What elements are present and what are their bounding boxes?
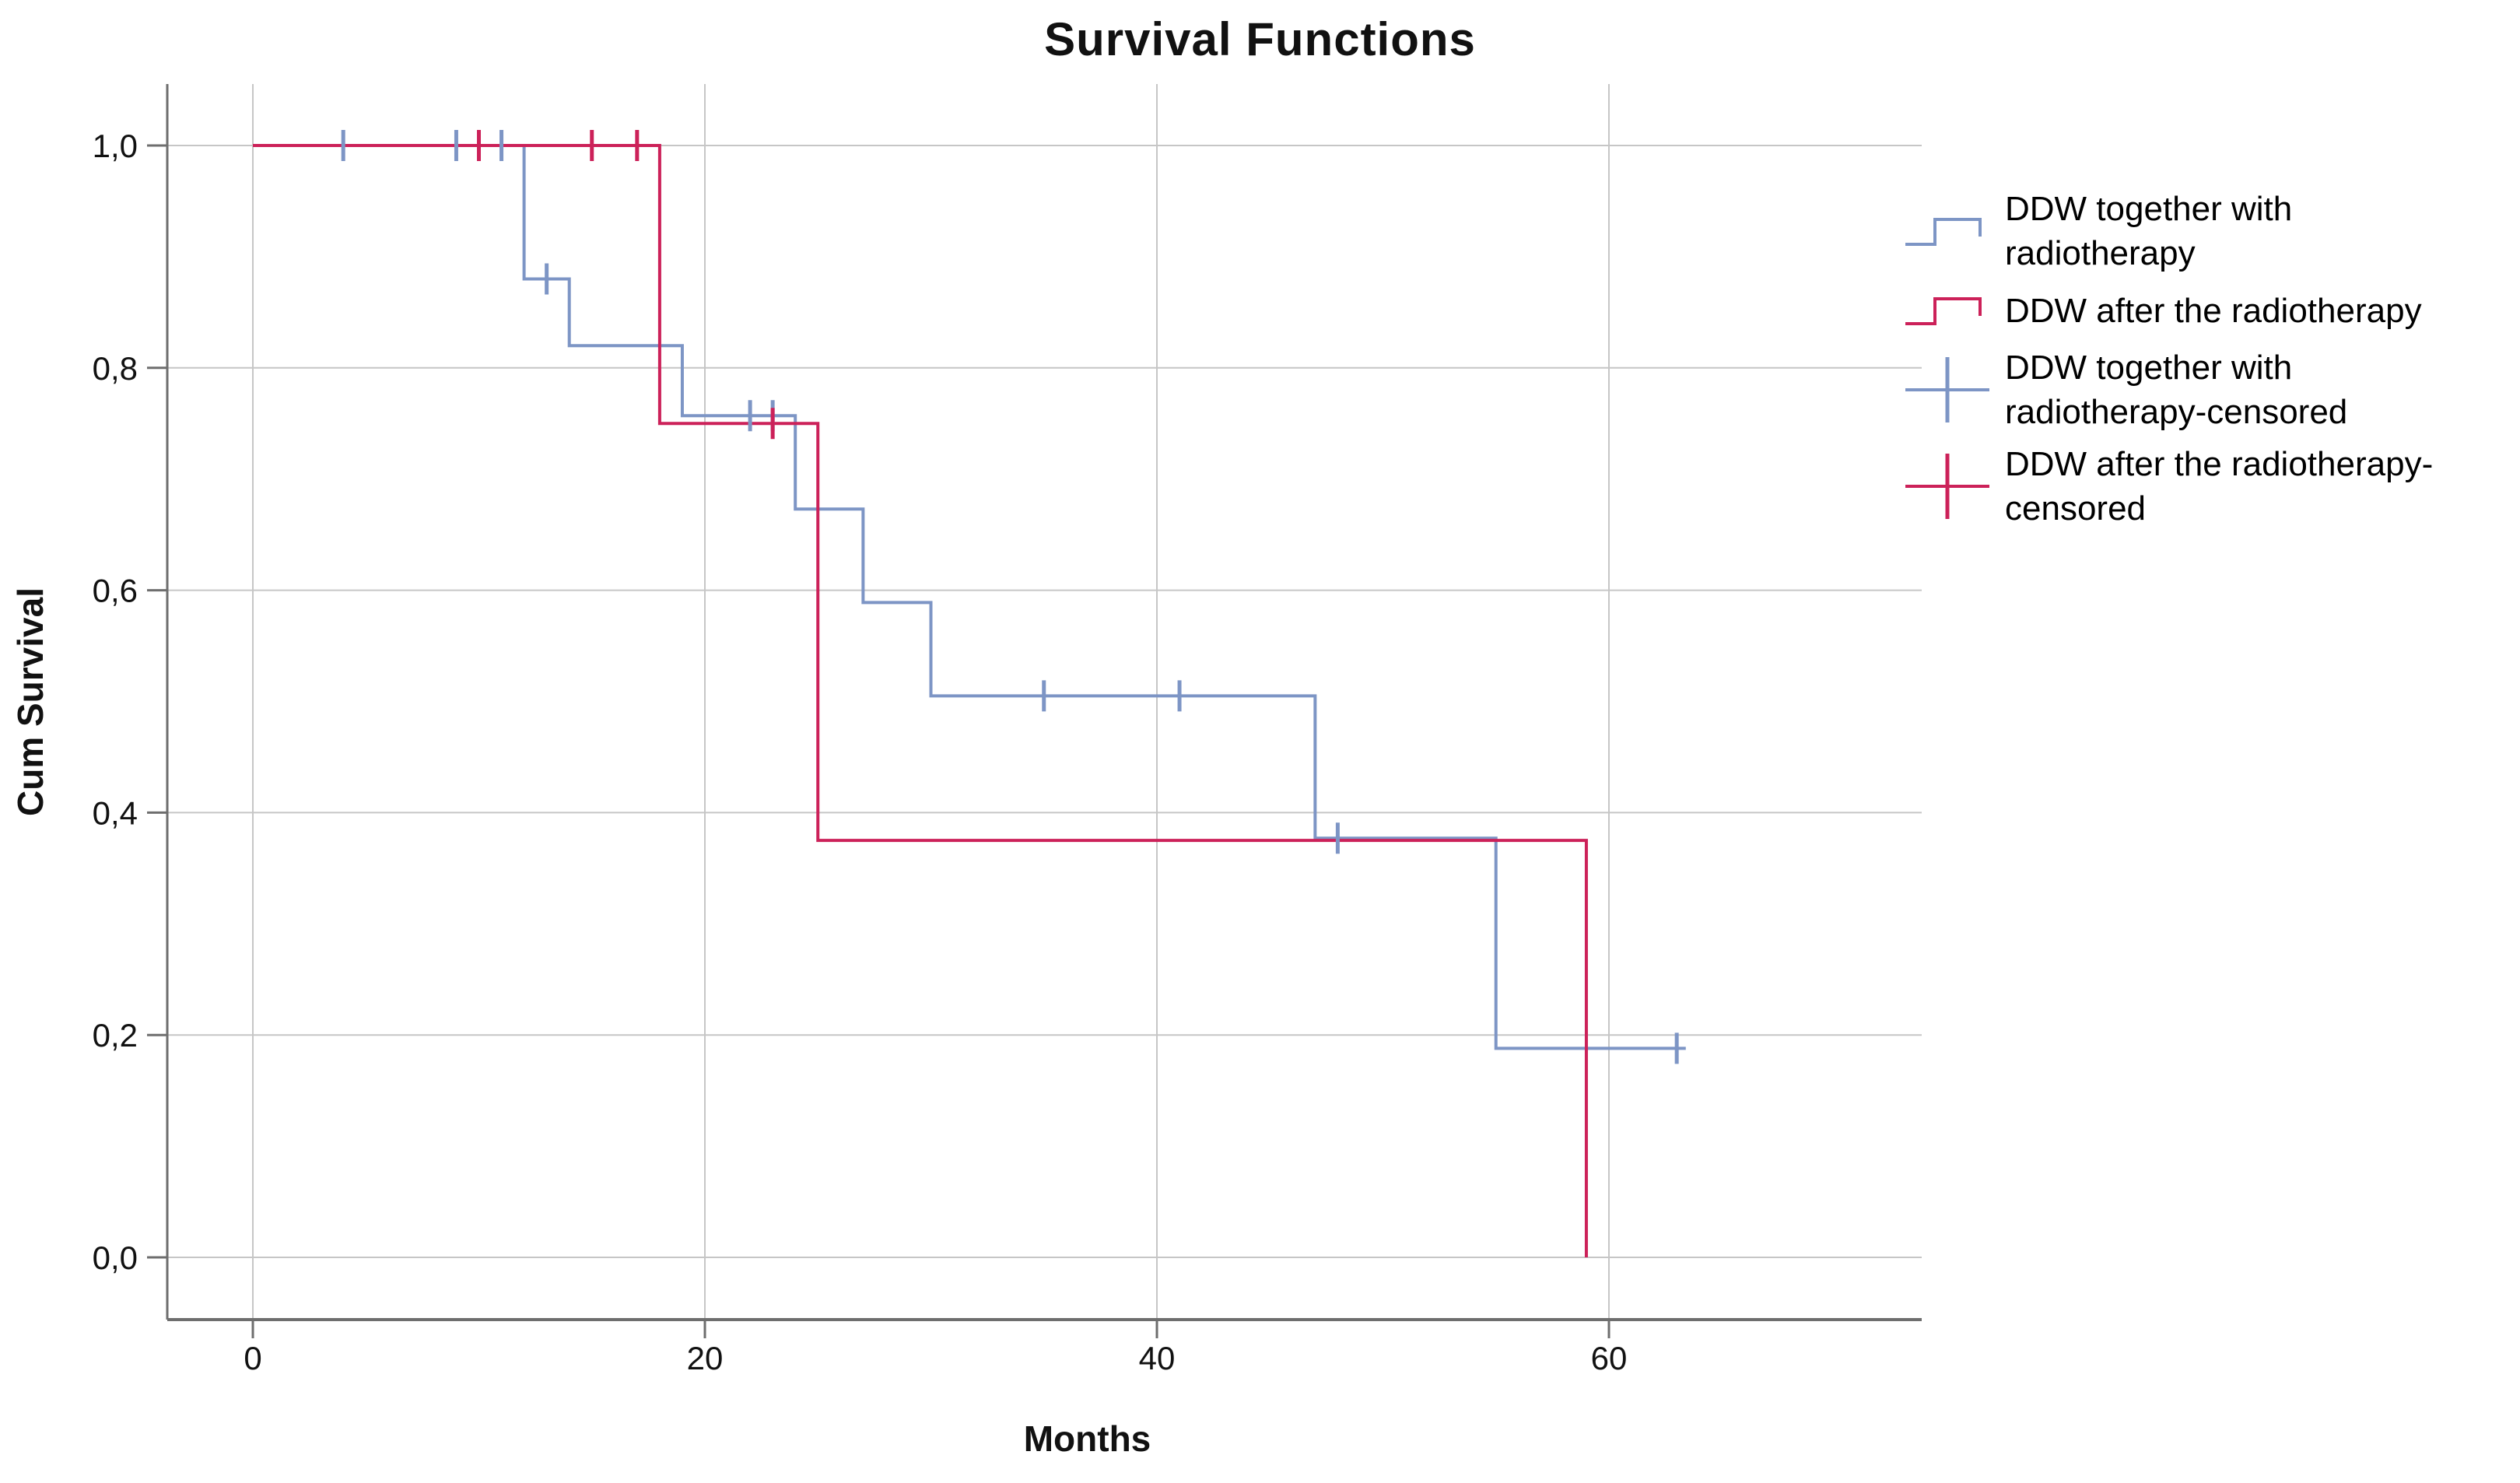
legend-label: DDW after the radiotherapy — [2005, 291, 2422, 330]
blue-censored-plus-icon — [1905, 357, 1989, 422]
legend-item-ddw-together: DDW together with radiotherapy — [1902, 187, 2517, 275]
x-tick-label: 60 — [1591, 1340, 1628, 1376]
x-axis-title: Months — [1023, 1418, 1151, 1459]
legend-label: DDW together with radiotherapy-censored — [2005, 349, 2348, 431]
red-step-line-icon — [1905, 297, 1982, 325]
y-tick-label: 0,8 — [93, 350, 138, 387]
y-axis-title: Cum Survival — [10, 587, 51, 816]
x-tick-label: 0 — [244, 1340, 261, 1376]
y-tick-label: 1,0 — [93, 128, 138, 164]
legend-label: DDW together with radiotherapy — [2005, 190, 2293, 272]
blue-step-line-icon — [1905, 218, 1982, 246]
legend-item-ddw-after-censored: DDW after the radiotherapy- censored — [1902, 442, 2517, 531]
x-tick-label: 40 — [1139, 1340, 1176, 1376]
x-tick-label: 20 — [687, 1340, 724, 1376]
legend-item-ddw-together-censored: DDW together with radiotherapy-censored — [1902, 345, 2517, 434]
legend-label: DDW after the radiotherapy- censored — [2005, 445, 2434, 528]
y-tick-label: 0,4 — [93, 794, 138, 831]
chart-title: Survival Functions — [1044, 13, 1476, 65]
red-censored-plus-icon — [1905, 454, 1989, 519]
y-tick-label: 0,6 — [93, 573, 138, 609]
survival-curve — [253, 144, 1686, 1050]
legend: DDW together with radiotherapy DDW after… — [1902, 187, 2517, 538]
legend-item-ddw-after: DDW after the radiotherapy — [1902, 283, 2517, 338]
survival-curve — [253, 144, 1588, 1257]
y-tick-label: 0,2 — [93, 1017, 138, 1054]
y-tick-label: 0,0 — [93, 1239, 138, 1276]
